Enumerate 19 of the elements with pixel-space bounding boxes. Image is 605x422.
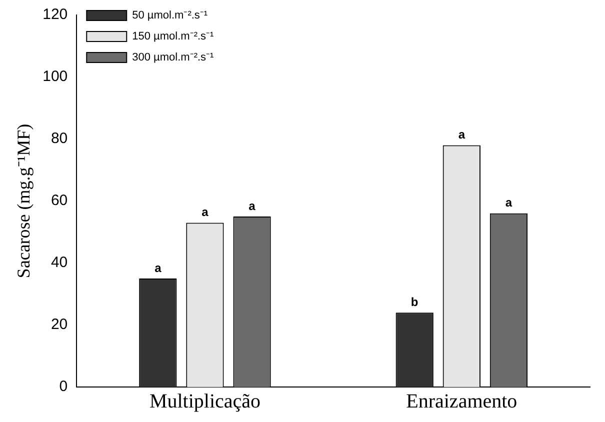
y-tick-label: 20 bbox=[50, 316, 68, 334]
y-tick-label: 40 bbox=[50, 254, 68, 272]
data-label: a bbox=[505, 196, 512, 210]
data-label: a bbox=[458, 128, 466, 142]
data-label: a bbox=[202, 205, 209, 220]
y-tick-label: 100 bbox=[42, 68, 68, 86]
data-label: a bbox=[154, 260, 162, 275]
y-tick-label: 80 bbox=[50, 130, 68, 148]
legend-label: 300 µmol.m⁻².s⁻¹ bbox=[132, 52, 214, 64]
data-label: b bbox=[410, 294, 418, 309]
y-tick-label: 60 bbox=[50, 192, 68, 210]
y-tick-label: 120 bbox=[42, 6, 68, 24]
x-tick-label: Multiplicação bbox=[149, 390, 261, 412]
legend-label: 150 µmol.m⁻².s⁻¹ bbox=[132, 30, 214, 43]
legend-label: 50 µmol.m⁻².s⁻¹ bbox=[132, 10, 208, 22]
data-label: a bbox=[248, 198, 256, 213]
y-tick-label: 0 bbox=[59, 378, 68, 396]
y-axis-title: Sacarose (mg.g⁻¹MF) bbox=[14, 124, 34, 278]
x-tick-label: Enraizamento bbox=[406, 390, 518, 412]
